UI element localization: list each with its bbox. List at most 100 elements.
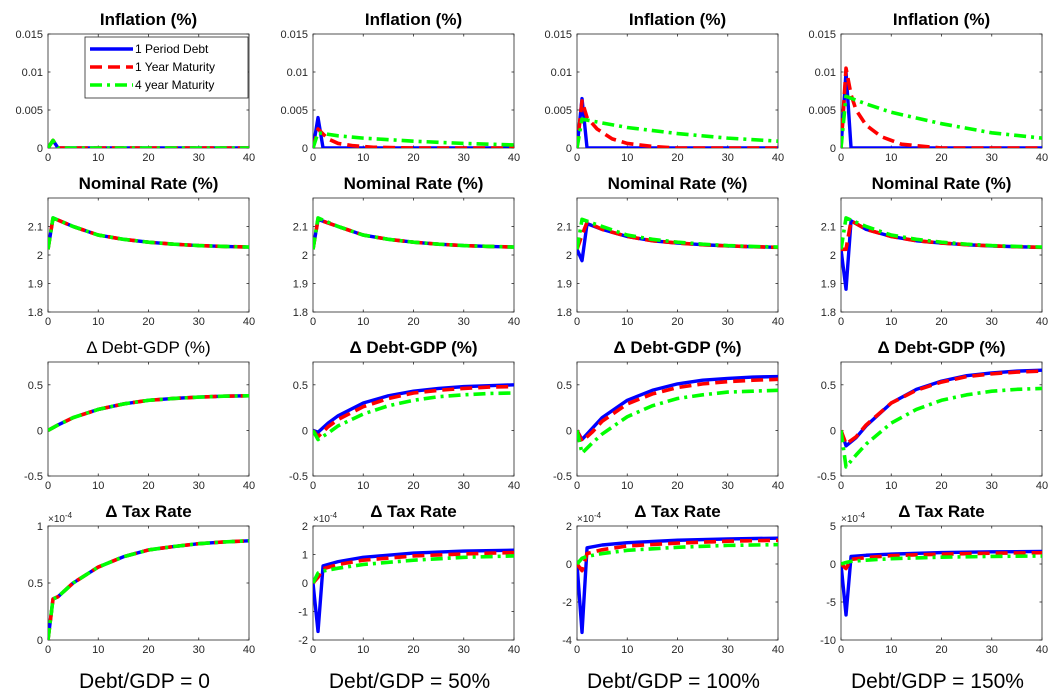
x-tick-label: 30	[986, 480, 998, 492]
y-tick-label: 0	[830, 425, 836, 437]
y-tick-label: 0	[37, 425, 43, 437]
axes-box	[47, 197, 250, 313]
panel-title: Δ Debt-GDP (%)	[613, 338, 741, 357]
legend: 1 Period Debt 1 Year Maturity 4 year Matur…	[84, 36, 249, 99]
y-tick-label: 5	[830, 521, 836, 533]
x-tick-label: 40	[243, 480, 255, 492]
panel-r0-c3: 0 10 20 30 40 0 0.005 0.01 0.015 Inflation (%)	[808, 10, 1048, 164]
y-tick-label: 2.1	[28, 222, 43, 234]
y-tick-label: 0.015	[808, 29, 836, 41]
x-tick-label: 0	[574, 644, 580, 656]
x-tick-label: 0	[310, 316, 316, 328]
x-tick-label: 20	[407, 152, 419, 164]
legend-label-1: 1 Period Debt	[135, 42, 209, 56]
x-tick-label: 30	[458, 152, 470, 164]
series-line-2	[577, 538, 778, 573]
x-tick-label: 20	[935, 480, 947, 492]
y-tick-label: 1.8	[557, 307, 572, 319]
y-tick-label: 0	[566, 143, 572, 155]
y-tick-label: 1.9	[293, 279, 308, 291]
series-line-2	[313, 550, 514, 585]
y-tick-label: 0	[830, 559, 836, 571]
y-tick-label: 0.01	[287, 67, 308, 79]
panel-r3-c1: 0 10 20 30 40 -2 -1 0 1 2 ×10-4 Δ Tax Rate	[298, 502, 520, 656]
panel-r0-c2: 0 10 20 30 40 0 0.005 0.01 0.015 Inflation (%)	[544, 10, 784, 164]
x-tick-label: 0	[574, 316, 580, 328]
panel-r2-c2: 0 10 20 30 40-0.500.5Δ Debt-GDP (%)	[553, 338, 784, 492]
y-scale-multiplier: ×10-4	[48, 511, 73, 525]
panel-r3-c0: 0 10 20 30 40 0 0.5 1 ×10-4 Δ Tax Rate	[28, 502, 255, 656]
y-tick-label: 0	[830, 143, 836, 155]
x-tick-label: 40	[508, 152, 520, 164]
x-tick-label: 20	[407, 316, 419, 328]
series-line-3	[577, 542, 778, 566]
x-tick-label: 20	[671, 152, 683, 164]
y-tick-label: 0	[37, 635, 43, 647]
x-tick-label: 30	[986, 152, 998, 164]
y-tick-label: 0.015	[15, 29, 43, 41]
x-tick-label: 20	[935, 152, 947, 164]
x-tick-label: 40	[243, 316, 255, 328]
x-tick-label: 30	[986, 316, 998, 328]
y-tick-label: 1	[37, 521, 43, 533]
series-line-3	[577, 388, 778, 455]
legend-label-2: 1 Year Maturity	[135, 60, 215, 74]
series-line-3	[841, 216, 1042, 250]
x-tick-label: 20	[671, 480, 683, 492]
series-line-2	[577, 377, 778, 444]
y-tick-label: 1.9	[821, 279, 836, 291]
y-scale-multiplier: ×10-4	[313, 511, 338, 525]
axes-box	[840, 525, 1043, 641]
y-tick-label: 0.015	[544, 29, 572, 41]
x-tick-label: 40	[1036, 480, 1048, 492]
x-tick-label: 40	[243, 644, 255, 656]
x-tick-label: 30	[458, 480, 470, 492]
series-line-3	[313, 391, 514, 442]
x-tick-label: 20	[407, 644, 419, 656]
x-tick-label: 10	[357, 480, 369, 492]
x-tick-label: 10	[885, 644, 897, 656]
panel-title: Inflation (%)	[100, 10, 197, 29]
y-tick-label: 1.8	[821, 307, 836, 319]
x-tick-label: 40	[243, 152, 255, 164]
y-tick-label: 0	[37, 143, 43, 155]
x-tick-label: 30	[722, 152, 734, 164]
series-line-2	[313, 127, 514, 148]
x-tick-label: 10	[357, 316, 369, 328]
x-tick-label: 10	[92, 644, 104, 656]
panel-r0-c1: 0 10 20 30 40 0 0.005 0.01 0.015 Inflation (%)	[280, 10, 520, 164]
axes-box	[312, 361, 515, 477]
series-line-3	[841, 554, 1042, 566]
series-line-3	[313, 131, 514, 148]
x-tick-label: 0	[838, 316, 844, 328]
y-tick-label: -0.5	[817, 471, 836, 483]
y-tick-label: 2	[566, 521, 572, 533]
x-tick-label: 10	[621, 316, 633, 328]
x-tick-label: 40	[508, 644, 520, 656]
x-tick-label: 30	[193, 316, 205, 328]
y-tick-label: 2.1	[293, 222, 308, 234]
y-tick-label: 2	[566, 250, 572, 262]
series-line-2	[841, 550, 1042, 571]
y-tick-label: 0	[566, 425, 572, 437]
x-tick-label: 40	[1036, 316, 1048, 328]
x-tick-label: 0	[45, 316, 51, 328]
y-tick-label: -0.5	[553, 471, 572, 483]
panel-r2-c0: 0 10 20 30 40-0.500.5Δ Debt-GDP (%)	[24, 338, 255, 492]
x-tick-label: 0	[310, 644, 316, 656]
x-tick-label: 40	[508, 480, 520, 492]
x-tick-label: 10	[621, 644, 633, 656]
x-tick-label: 10	[357, 644, 369, 656]
x-tick-label: 10	[92, 480, 104, 492]
panel-r3-c2: 0 10 20 30 40 -4 -2 0 2 ×10-4 Δ Tax Rate	[562, 502, 784, 656]
series-line-3	[313, 216, 514, 250]
x-tick-label: 40	[772, 316, 784, 328]
x-tick-label: 0	[310, 480, 316, 492]
series-line-2	[577, 99, 778, 148]
y-tick-label: 0.005	[544, 105, 572, 117]
x-tick-label: 30	[722, 644, 734, 656]
axes-box	[312, 33, 515, 149]
x-tick-label: 10	[621, 152, 633, 164]
